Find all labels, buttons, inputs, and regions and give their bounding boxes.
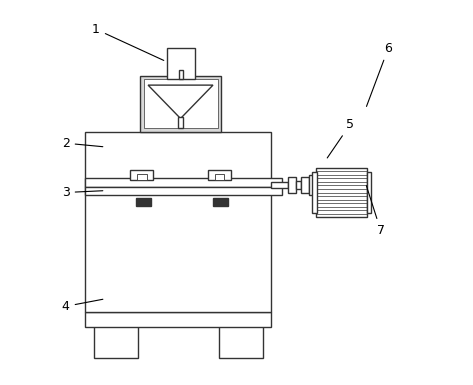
Bar	[85, 187, 282, 195]
Bar	[316, 168, 367, 217]
Bar	[143, 79, 218, 128]
Bar	[271, 182, 288, 187]
Bar	[140, 75, 221, 132]
Bar	[94, 325, 138, 358]
Bar	[137, 174, 147, 179]
Text: 4: 4	[62, 299, 103, 313]
Bar	[85, 312, 271, 327]
Bar	[178, 117, 183, 128]
Bar	[367, 172, 371, 213]
Bar	[309, 175, 316, 195]
Polygon shape	[148, 85, 213, 119]
Bar	[130, 170, 153, 179]
Bar	[179, 70, 184, 79]
Bar	[288, 177, 296, 192]
Text: 5: 5	[327, 118, 354, 158]
Text: 2: 2	[62, 137, 103, 150]
Bar	[85, 132, 271, 312]
Bar	[213, 198, 228, 206]
Text: 6: 6	[367, 42, 392, 106]
Bar	[167, 48, 195, 79]
Bar	[215, 174, 224, 179]
Text: 1: 1	[92, 23, 164, 60]
Bar	[312, 172, 316, 213]
Text: 3: 3	[62, 186, 103, 199]
Bar	[219, 325, 263, 358]
Bar	[85, 179, 282, 187]
Bar	[136, 198, 151, 206]
Bar	[208, 170, 231, 179]
Bar	[301, 177, 309, 192]
Bar	[296, 181, 301, 189]
Text: 7: 7	[367, 186, 385, 237]
